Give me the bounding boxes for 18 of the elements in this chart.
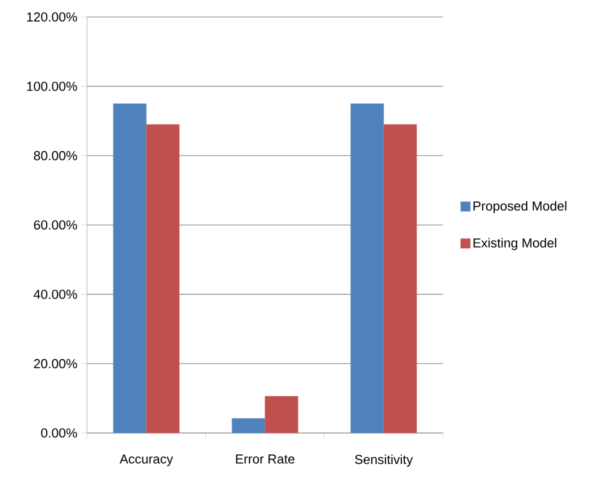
legend-label: Proposed Model [474,201,566,214]
bar [113,103,147,434]
legend-label: Existing Model [474,238,556,250]
y-tick-label: 120.00% [27,12,78,22]
bar [146,124,180,434]
bar [232,418,266,434]
x-tick-label: Accuracy [120,454,174,466]
y-tick-label: 100.00% [27,82,78,91]
y-tick-label: 20.00% [34,359,78,368]
bar [350,103,384,434]
y-tick-label: 80.00% [34,151,78,160]
y-tick-label: 60.00% [34,220,78,230]
bar [383,124,417,434]
y-tick-label: 40.00% [34,290,78,299]
x-tick-label: Sensitivity [355,454,413,467]
bar [264,396,298,434]
y-tick-label: 0.00% [41,428,78,438]
x-tick-label: Error Rate [236,454,294,464]
